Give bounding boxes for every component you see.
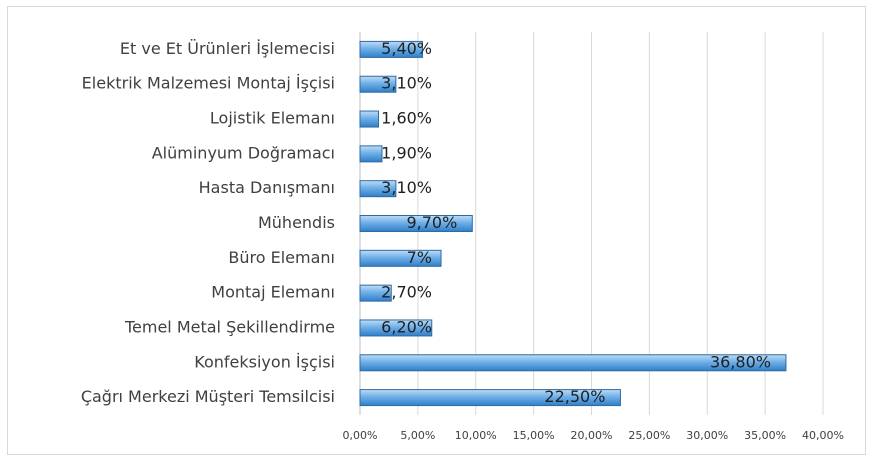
x-tick-label: 35,00%: [744, 429, 786, 442]
value-label: 6,20%: [381, 317, 432, 336]
y-tick-label: Alüminyum Doğramacı: [152, 143, 335, 162]
bar: [359, 284, 392, 302]
x-tick-label: 10,00%: [455, 429, 497, 442]
y-tick-label: Et ve Et Ürünleri İşlemecisi: [120, 39, 335, 58]
y-tick-label: Elektrik Malzemesi Montaj İşçisi: [82, 74, 335, 93]
bar: [359, 389, 621, 407]
x-tick-label: 25,00%: [628, 429, 670, 442]
value-label: 3,10%: [381, 74, 432, 93]
value-label: 1,90%: [381, 143, 432, 162]
value-label: 1,60%: [381, 109, 432, 128]
bar: [359, 110, 380, 128]
x-tick-label: 20,00%: [571, 429, 613, 442]
y-tick-label: Lojistik Elemanı: [210, 109, 335, 128]
x-tick-label: 5,00%: [400, 429, 435, 442]
bar: [359, 215, 473, 232]
y-tick-label: Çağrı Merkezi Müşteri Temsilcisi: [81, 387, 335, 406]
bar: [359, 75, 397, 93]
value-label: 9,70%: [406, 213, 457, 232]
value-label: 36,80%: [710, 352, 771, 371]
x-tick-label: 30,00%: [686, 429, 728, 442]
x-tick-label: 15,00%: [513, 429, 555, 442]
y-tick-label: Konfeksiyon İşçisi: [194, 352, 335, 371]
bar: [359, 319, 433, 337]
y-tick-label: Büro Elemanı: [228, 248, 335, 267]
value-label: 5,40%: [381, 39, 432, 58]
value-label: 22,50%: [544, 387, 605, 406]
y-tick-label: Mühendis: [258, 213, 335, 232]
bar: [359, 180, 397, 198]
bar: [359, 145, 383, 163]
y-tick-label: Temel Metal Şekillendirme: [124, 317, 335, 336]
x-tick-label: 0,00%: [343, 429, 378, 442]
value-label: 7%: [407, 248, 432, 267]
y-tick-label: Hasta Danışmanı: [199, 178, 335, 197]
value-label: 3,10%: [381, 178, 432, 197]
bar: [359, 40, 424, 58]
value-label: 2,70%: [381, 283, 432, 302]
bar: [359, 249, 442, 267]
y-tick-label: Montaj Elemanı: [211, 283, 335, 302]
bar: [359, 354, 787, 372]
x-tick-label: 40,00%: [802, 429, 844, 442]
